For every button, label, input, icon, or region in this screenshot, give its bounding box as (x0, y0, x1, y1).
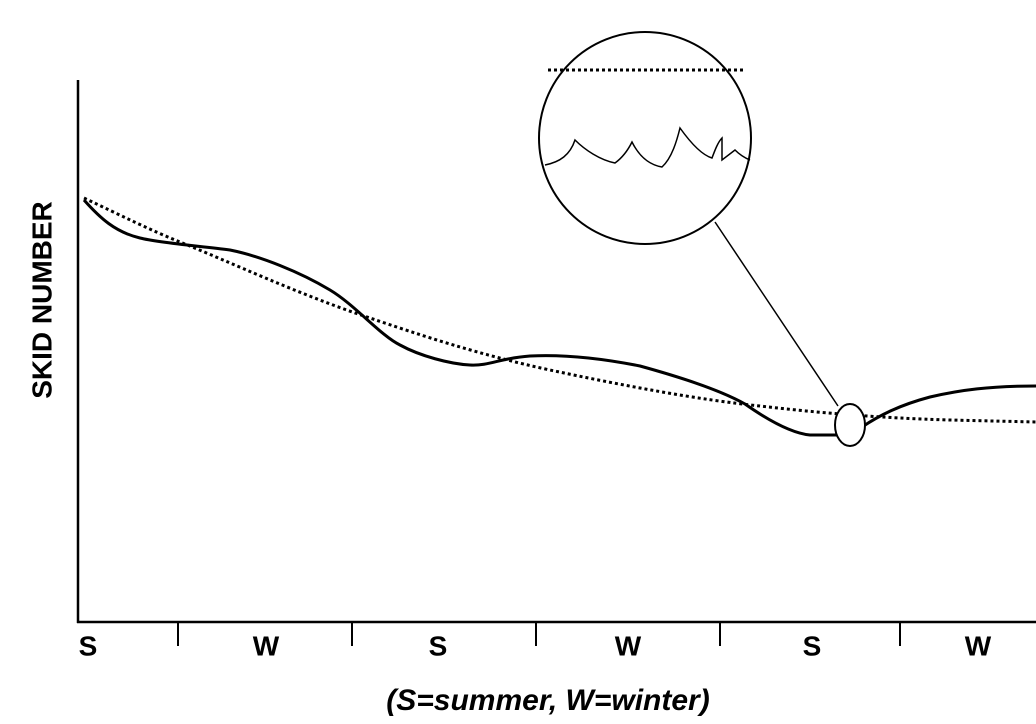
season-label: W (965, 630, 992, 661)
zoom-texture (544, 126, 751, 168)
season-label: S (429, 630, 448, 661)
season-label: S (803, 630, 822, 661)
skid-curve-continued (861, 384, 1036, 429)
skid-curve (82, 199, 840, 437)
season-label: W (615, 630, 642, 661)
leader-line (714, 221, 839, 407)
trend-line (83, 196, 1036, 424)
season-label: W (253, 630, 280, 661)
season-dividers (177, 622, 901, 646)
caption: (S=summer, W=winter) (386, 684, 709, 717)
season-label: S (79, 630, 98, 661)
y-axis-label: SKID NUMBER (26, 201, 57, 399)
detail-marker (834, 403, 866, 447)
zoom-circle (538, 31, 752, 245)
